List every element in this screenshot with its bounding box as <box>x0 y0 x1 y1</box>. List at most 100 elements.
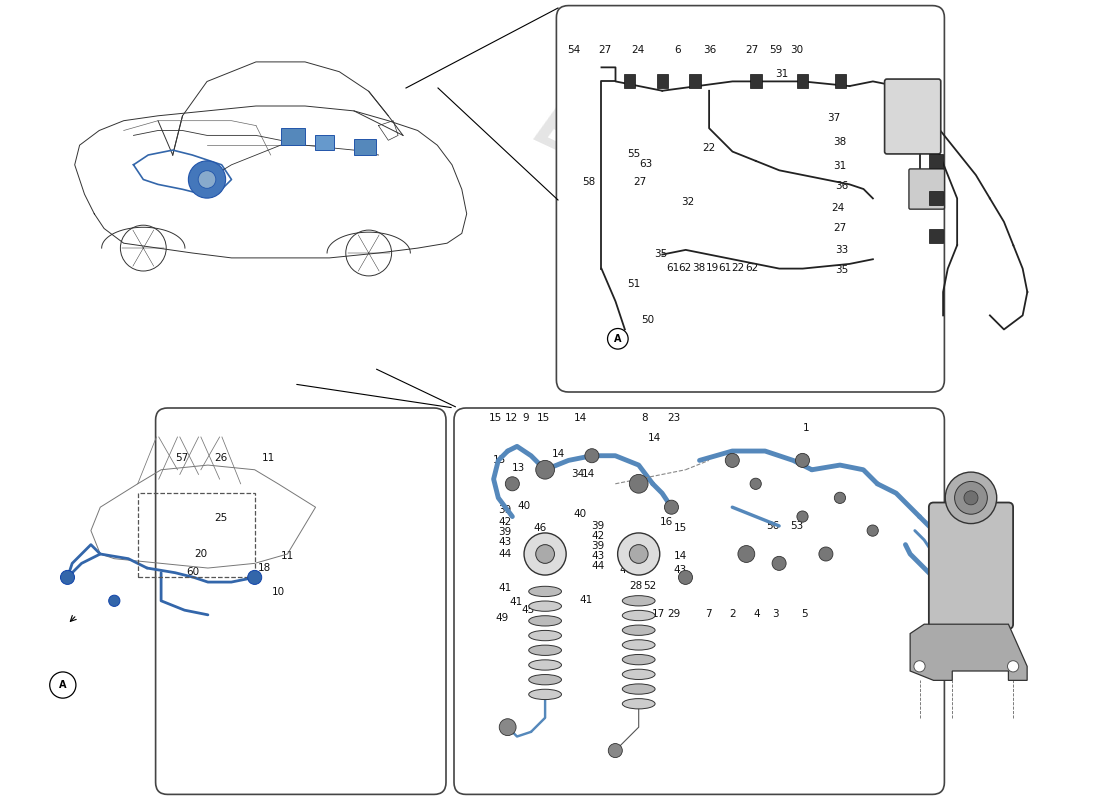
Ellipse shape <box>623 596 656 606</box>
Text: 46: 46 <box>534 523 547 533</box>
Circle shape <box>964 491 978 505</box>
FancyBboxPatch shape <box>909 169 945 209</box>
Text: 14: 14 <box>551 450 564 459</box>
Bar <box>835 74 846 89</box>
Text: 7: 7 <box>705 610 712 619</box>
Circle shape <box>818 547 833 561</box>
Text: 52: 52 <box>644 581 657 590</box>
Text: 32: 32 <box>681 197 694 206</box>
Circle shape <box>679 570 693 585</box>
Text: 35: 35 <box>653 250 667 259</box>
Text: 31: 31 <box>833 162 846 171</box>
FancyBboxPatch shape <box>928 502 1013 629</box>
Circle shape <box>188 161 226 198</box>
Text: 44: 44 <box>592 562 605 571</box>
Text: 47: 47 <box>619 565 632 574</box>
Ellipse shape <box>529 601 561 611</box>
Text: 14: 14 <box>674 551 688 561</box>
Text: 31: 31 <box>776 69 789 78</box>
Text: a passion for parts since 1990: a passion for parts since 1990 <box>648 247 933 393</box>
Ellipse shape <box>529 616 561 626</box>
Ellipse shape <box>623 654 656 665</box>
Bar <box>798 74 808 89</box>
Bar <box>750 74 761 89</box>
Text: 41: 41 <box>509 597 522 606</box>
Text: 2: 2 <box>729 610 736 619</box>
Ellipse shape <box>623 669 656 679</box>
Ellipse shape <box>529 690 561 699</box>
Circle shape <box>664 500 679 514</box>
Text: 16: 16 <box>659 517 672 526</box>
Text: 11: 11 <box>280 551 294 561</box>
Text: 41: 41 <box>498 583 512 593</box>
Text: 38: 38 <box>692 263 705 273</box>
Text: 17: 17 <box>651 610 664 619</box>
Ellipse shape <box>623 698 656 709</box>
Text: A: A <box>59 680 67 690</box>
Text: 19: 19 <box>706 263 719 273</box>
Text: 43: 43 <box>498 538 512 547</box>
Circle shape <box>750 478 761 490</box>
Bar <box>354 139 376 155</box>
Circle shape <box>585 449 598 462</box>
Text: 34: 34 <box>571 469 584 478</box>
Circle shape <box>617 533 660 575</box>
Text: 42: 42 <box>498 517 512 526</box>
Circle shape <box>499 718 516 735</box>
Text: 63: 63 <box>639 159 652 169</box>
Text: 60: 60 <box>186 567 199 577</box>
Ellipse shape <box>623 640 656 650</box>
Circle shape <box>536 460 554 479</box>
Text: 24: 24 <box>631 45 645 54</box>
Text: 49: 49 <box>495 613 508 622</box>
Circle shape <box>109 595 120 606</box>
Circle shape <box>914 661 925 672</box>
Circle shape <box>608 743 623 758</box>
Text: 44: 44 <box>498 549 512 558</box>
Circle shape <box>738 546 755 562</box>
Circle shape <box>505 477 519 491</box>
Text: 39: 39 <box>592 522 605 531</box>
Text: 62: 62 <box>745 263 758 273</box>
Text: 27: 27 <box>597 45 611 54</box>
Text: EUROSPARES: EUROSPARES <box>163 522 441 678</box>
Text: 6: 6 <box>674 45 681 54</box>
Text: A: A <box>614 334 622 344</box>
Text: 41: 41 <box>580 595 593 605</box>
Text: 39: 39 <box>592 541 605 550</box>
Circle shape <box>796 511 808 522</box>
Text: 27: 27 <box>632 178 646 187</box>
FancyBboxPatch shape <box>155 408 446 794</box>
Text: 48: 48 <box>527 562 540 571</box>
Circle shape <box>834 492 846 503</box>
Text: 24: 24 <box>832 203 845 213</box>
Text: 1: 1 <box>803 423 810 433</box>
Text: 61: 61 <box>718 263 732 273</box>
Text: 54: 54 <box>568 45 581 54</box>
Circle shape <box>945 472 997 523</box>
Bar <box>315 135 334 150</box>
Text: 20: 20 <box>194 549 207 558</box>
Bar <box>138 493 255 578</box>
Text: 26: 26 <box>213 453 227 462</box>
Text: 42: 42 <box>592 531 605 541</box>
Ellipse shape <box>623 684 656 694</box>
Text: 28: 28 <box>629 581 642 590</box>
Text: 14: 14 <box>648 434 661 443</box>
Text: 40: 40 <box>518 501 531 510</box>
Ellipse shape <box>529 660 561 670</box>
Text: 50: 50 <box>641 315 654 325</box>
Bar <box>624 74 635 89</box>
Circle shape <box>795 454 810 467</box>
Bar <box>690 74 701 89</box>
Text: 18: 18 <box>257 563 271 573</box>
Bar <box>930 191 943 206</box>
Text: 43: 43 <box>674 565 688 574</box>
Circle shape <box>248 570 262 585</box>
Text: 59: 59 <box>769 45 782 54</box>
Circle shape <box>629 545 648 563</box>
Text: 15: 15 <box>490 413 503 422</box>
Text: 61: 61 <box>666 263 679 273</box>
Text: 39: 39 <box>498 527 512 537</box>
Text: 30: 30 <box>790 45 803 54</box>
